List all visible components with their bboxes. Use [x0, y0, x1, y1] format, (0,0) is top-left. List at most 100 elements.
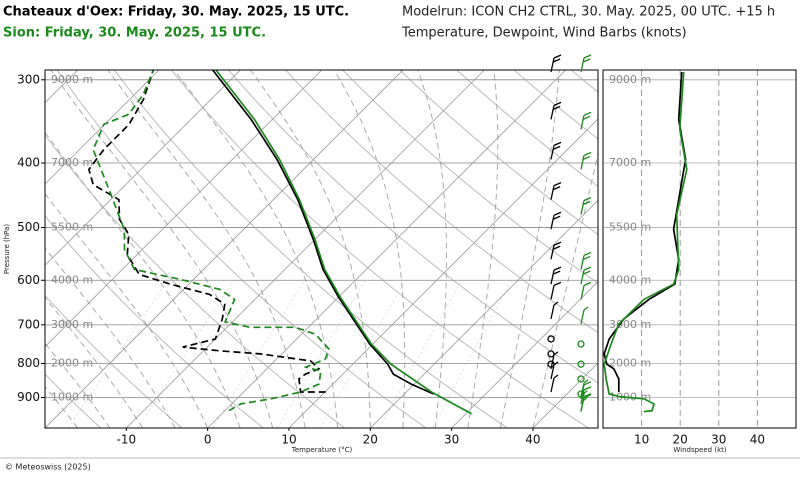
barb-tick — [553, 101, 562, 106]
barb-staff — [580, 200, 585, 215]
barb-staff — [580, 255, 585, 270]
barb-tick — [552, 270, 561, 275]
mixing-ratio-line — [319, 280, 407, 428]
wind-barb — [550, 351, 559, 369]
barb-staff — [550, 304, 555, 320]
x-axis-title: Temperature (°C) — [291, 446, 353, 454]
height-label: 5500 m — [51, 221, 93, 234]
y-tick-label: 2000 m — [609, 356, 651, 369]
moist-adiabat — [173, 70, 339, 428]
barb-tick — [553, 182, 562, 187]
y-tick-label: 300 — [17, 72, 40, 86]
x-axis-title: Windspeed (kt) — [673, 446, 726, 454]
grid-line — [451, 281, 598, 428]
y-tick-label: 3000 m — [609, 318, 651, 331]
height-label: 4000 m — [51, 273, 93, 286]
grid-line — [126, 70, 485, 428]
grid-line — [207, 70, 566, 428]
windspeed-line — [603, 71, 687, 392]
barb-tick — [582, 270, 591, 275]
barb-tick — [553, 374, 559, 379]
barb-staff — [580, 309, 585, 325]
isotherm — [45, 70, 241, 266]
wind-barb — [580, 54, 592, 73]
barb-calm — [547, 350, 555, 358]
barb-staff — [580, 57, 585, 73]
barb-tick — [552, 186, 561, 191]
wind-barb — [580, 381, 592, 399]
y-tick-label: 4000 m — [609, 273, 651, 286]
dry-adiabat — [170, 70, 589, 428]
wind-barb — [550, 301, 559, 320]
temperature-line — [212, 70, 434, 395]
station2-title: Sion: Friday, 30. May. 2025, 15 UTC. — [3, 26, 266, 41]
barb-tick — [582, 255, 591, 261]
dry-adiabat — [284, 70, 598, 334]
barb-staff — [550, 57, 555, 73]
wind-barb — [550, 141, 562, 160]
wind-barb — [550, 54, 562, 73]
wind-barb — [550, 101, 562, 120]
wind-frame — [602, 69, 797, 429]
barb-tick — [583, 394, 592, 399]
wind-barb — [550, 266, 562, 285]
barb-staff — [580, 389, 585, 405]
barb-tick — [583, 379, 589, 384]
wind-barb — [550, 281, 562, 300]
moist-adiabat — [333, 70, 406, 428]
barb-tick — [583, 381, 592, 386]
barb-tick — [552, 58, 561, 63]
barb-tick — [582, 58, 591, 63]
barb-tick — [583, 196, 592, 202]
barb-staff — [550, 377, 555, 393]
barb-calm — [577, 360, 585, 368]
barb-tick — [583, 266, 592, 271]
x-tick-label: 20 — [673, 433, 688, 447]
wind-barb — [550, 361, 559, 380]
barb-staff — [580, 269, 585, 285]
x-tick-label: 30 — [444, 433, 459, 447]
wind-profiles — [603, 71, 688, 413]
height-label: 1000 m — [51, 391, 93, 404]
x-tick-label: 10 — [281, 433, 296, 447]
barb-tick — [553, 281, 562, 286]
dry-adiabat — [45, 373, 102, 428]
moist-adiabat — [532, 151, 598, 428]
barb-tick — [552, 215, 561, 220]
barb-tick — [553, 141, 562, 146]
wind-barb — [550, 241, 562, 260]
barb-staff — [550, 145, 555, 160]
height-label: 3000 m — [51, 318, 93, 331]
y-axis-title: Pressure (hPa) — [3, 224, 11, 274]
isotherm — [45, 70, 322, 348]
temperature-line — [215, 70, 472, 415]
barb-tick — [583, 386, 592, 391]
barb-tick — [553, 301, 559, 306]
barb-staff — [550, 215, 555, 230]
barb-tick — [582, 200, 591, 206]
barb-staff — [580, 155, 585, 170]
wind-barb — [550, 374, 559, 393]
wind-barb — [550, 182, 562, 200]
dry-adiabat — [342, 70, 598, 284]
grid-line — [532, 362, 598, 428]
x-tick-label: 40 — [525, 433, 540, 447]
y-tick-label: 600 — [17, 273, 40, 287]
grid-line — [288, 118, 598, 428]
wind-barb — [580, 251, 592, 270]
moist-adiabat — [249, 70, 371, 428]
moist-adiabat — [50, 70, 274, 428]
wind-barb — [580, 281, 592, 300]
barb-tick — [553, 266, 562, 271]
moist-adiabat — [45, 247, 176, 428]
height-label: 2000 m — [51, 356, 93, 369]
wind-barb — [580, 386, 592, 405]
x-tick-label: 0 — [204, 433, 212, 447]
y-tick-label: 800 — [17, 356, 40, 370]
y-tick-label: 7000 m — [609, 156, 651, 169]
y-tick-label: 400 — [17, 156, 40, 170]
barb-tick — [552, 105, 561, 110]
barb-tick — [583, 251, 592, 257]
barb-tick — [583, 306, 589, 311]
